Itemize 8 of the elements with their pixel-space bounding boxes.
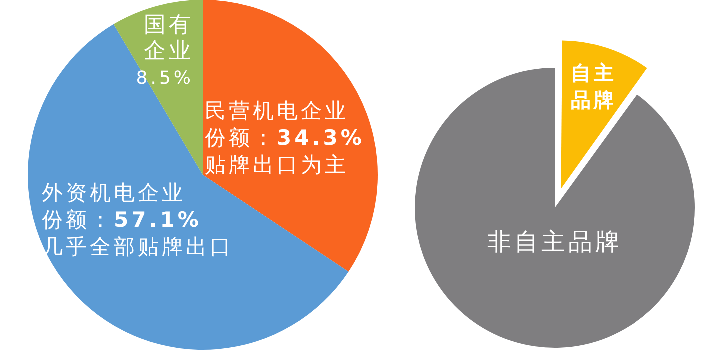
slice-label: 非自主品牌 [488, 228, 622, 256]
data-label: 份额：57.1% [42, 208, 202, 232]
slice-label: 自主品牌 [571, 61, 617, 112]
slice-label: 外资机电企业 [42, 181, 186, 205]
slice-label: 民营机电企业 [205, 99, 349, 123]
data-label: 份额：34.3% [205, 126, 365, 150]
text: 贴牌出口为主 [205, 153, 349, 177]
slice-label: 国有企业 [144, 13, 194, 64]
